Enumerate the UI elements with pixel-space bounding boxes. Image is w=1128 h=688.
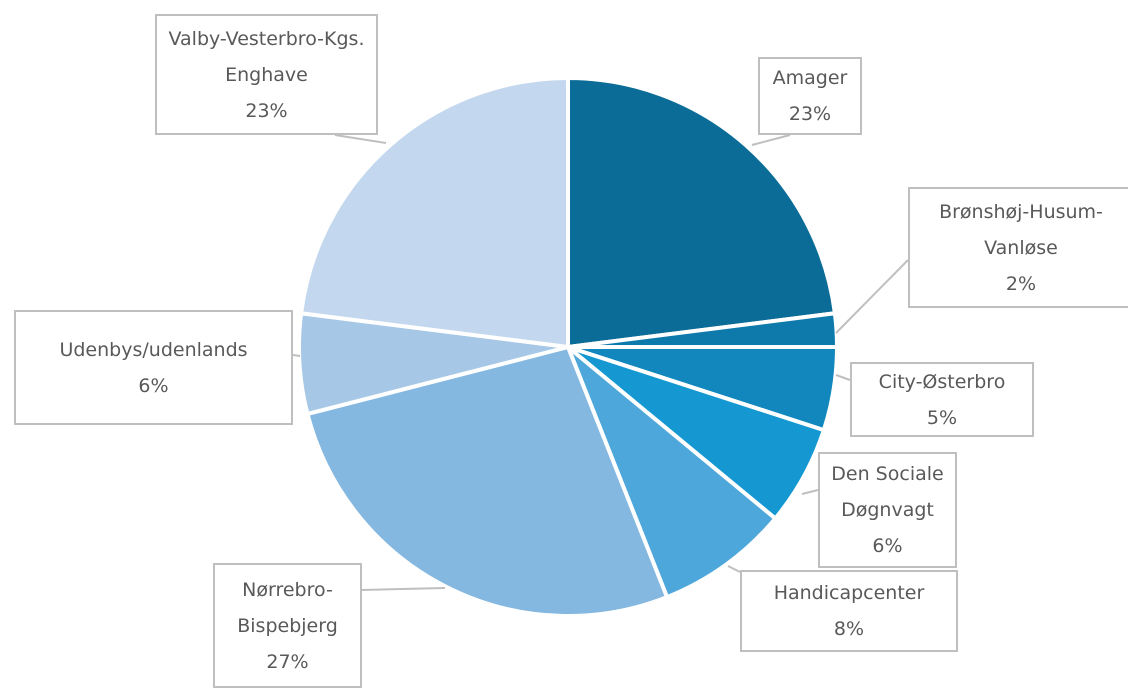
pie-slice (299, 76, 570, 349)
leader-line (801, 489, 819, 495)
label-category: Valby-Vesterbro-Kgs. Enghave (168, 27, 365, 86)
label-value: 6% (872, 535, 903, 557)
label-value: 27% (266, 650, 309, 673)
leader-line (835, 374, 851, 381)
data-label: Den Sociale Døgnvagt 6% (818, 452, 957, 568)
label-value: 6% (138, 374, 169, 397)
data-label: Udenbys/udenlands 6% (14, 310, 293, 425)
label-category: Den Sociale Døgnvagt (831, 463, 944, 521)
leader-line (334, 134, 387, 144)
label-category: Handicapcenter (773, 582, 925, 604)
leader-line (292, 354, 301, 357)
data-label: Nørrebro-Bispebjerg 27% (213, 563, 362, 688)
data-label: Amager 23% (758, 57, 862, 135)
leader-line (751, 134, 791, 146)
data-label: City-Østerbro 5% (850, 362, 1034, 437)
pie-slice (566, 345, 778, 600)
label-value: 5% (926, 406, 958, 429)
label-category: Brønshøj-Husum-Vanløse (939, 200, 1103, 259)
label-value: 23% (245, 99, 288, 122)
label-value: 2% (1005, 272, 1037, 295)
data-label: Handicapcenter 8% (740, 570, 958, 652)
pie-slice (305, 345, 670, 618)
label-category: Amager (772, 67, 848, 89)
pie-slice (566, 76, 837, 349)
leader-line (835, 259, 909, 334)
data-label: Brønshøj-Husum-Vanløse 2% (908, 187, 1128, 308)
label-category: City-Østerbro (878, 370, 1006, 393)
data-label: Valby-Vesterbro-Kgs. Enghave 23% (155, 14, 378, 135)
label-category: Udenbys/udenlands (59, 338, 248, 361)
label-value: 23% (788, 103, 832, 125)
leader-line (727, 565, 741, 573)
leader-line (361, 587, 446, 591)
label-category: Nørrebro-Bispebjerg (237, 578, 338, 637)
label-value: 8% (833, 618, 865, 640)
